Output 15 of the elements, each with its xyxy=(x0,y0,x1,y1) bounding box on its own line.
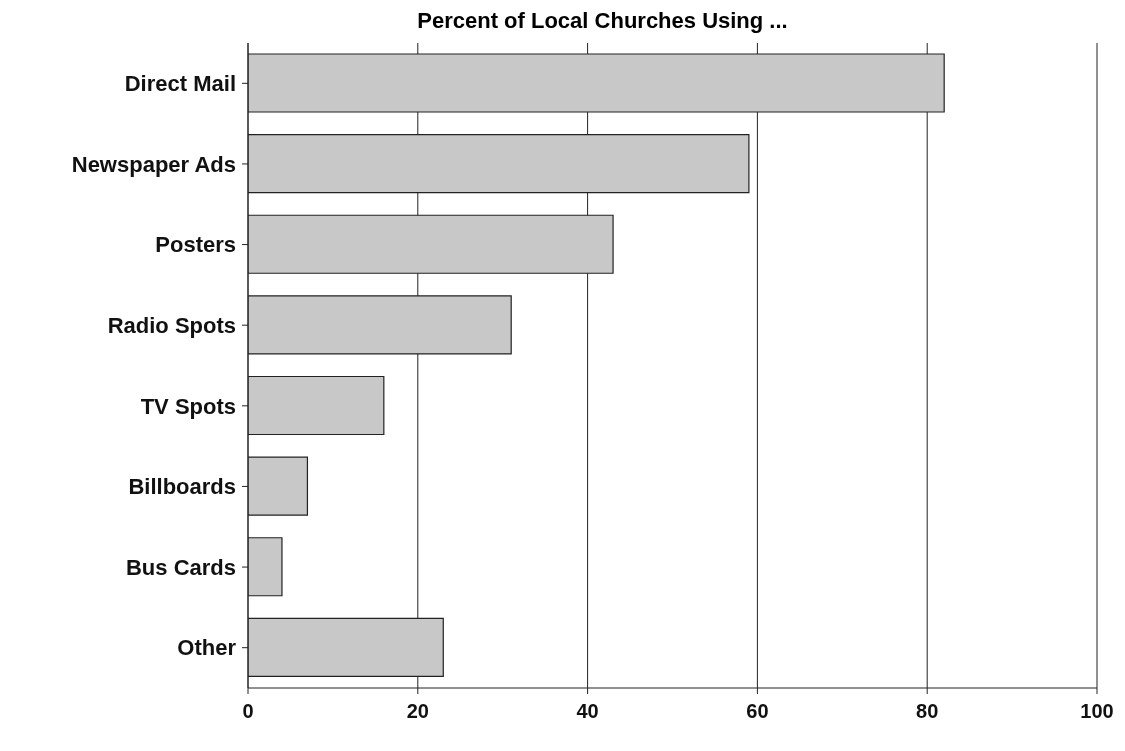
y-tick-label: Posters xyxy=(155,232,236,258)
y-tick-label: Bus Cards xyxy=(125,554,236,580)
y-tick-label: Billboards xyxy=(128,474,236,500)
x-tick-label: 40 xyxy=(576,700,599,723)
y-tick-label: TV Spots xyxy=(140,393,236,419)
chart-title: Percent of Local Churches Using ... xyxy=(416,8,789,35)
y-tick-label: Other xyxy=(177,635,237,661)
x-tick-label: 60 xyxy=(746,700,769,723)
x-tick-label: 100 xyxy=(1080,700,1114,723)
x-tick-label: 20 xyxy=(406,700,429,723)
x-tick-label: 0 xyxy=(242,700,254,723)
y-tick-label: Radio Spots xyxy=(107,313,236,338)
y-tick-label: Direct Mail xyxy=(124,71,236,97)
y-tick-label: Newspaper Ads xyxy=(71,151,236,177)
x-tick-label: 80 xyxy=(916,700,939,723)
